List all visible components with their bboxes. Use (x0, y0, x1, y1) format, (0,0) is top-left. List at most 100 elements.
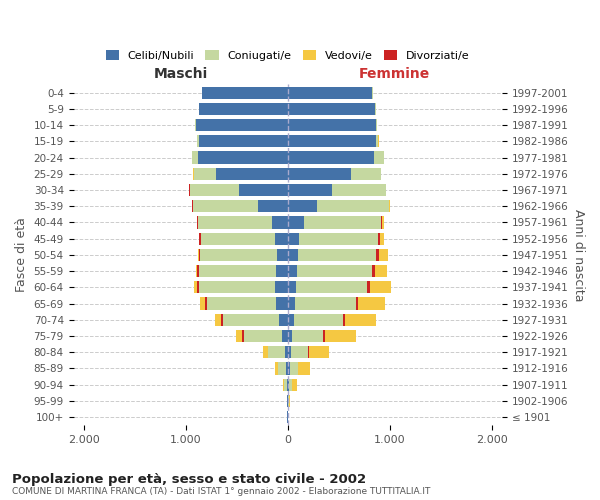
Bar (308, 346, 329, 358)
Bar (277, 298, 287, 310)
Bar (291, 346, 308, 358)
Text: Popolazione per età, sesso e stato civile - 2002: Popolazione per età, sesso e stato civil… (12, 472, 366, 486)
Bar (199, 216, 272, 228)
Bar (287, 249, 298, 261)
Bar (221, 314, 223, 326)
Bar (244, 330, 282, 342)
Bar (197, 216, 199, 228)
Bar (289, 395, 290, 407)
Bar (275, 362, 278, 374)
Legend: Celibi/Nubili, Coniugati/e, Vedovi/e, Divorziati/e: Celibi/Nubili, Coniugati/e, Vedovi/e, Di… (101, 46, 475, 66)
Bar (277, 265, 287, 277)
Bar (215, 314, 221, 326)
Bar (239, 184, 287, 196)
Bar (199, 232, 201, 244)
Bar (376, 135, 379, 147)
Bar (287, 103, 376, 115)
Bar (199, 249, 200, 261)
Bar (287, 282, 296, 294)
Bar (275, 232, 287, 244)
Bar (287, 330, 292, 342)
Bar (287, 232, 299, 244)
Bar (199, 135, 287, 147)
Bar (376, 249, 379, 261)
Bar (344, 314, 376, 326)
Bar (332, 184, 386, 196)
Bar (201, 232, 275, 244)
Bar (242, 330, 244, 342)
Bar (299, 232, 378, 244)
Bar (199, 103, 287, 115)
Bar (374, 152, 383, 164)
Bar (277, 249, 287, 261)
Bar (197, 282, 199, 294)
Bar (197, 135, 199, 147)
Bar (288, 395, 289, 407)
Text: Femmine: Femmine (359, 67, 430, 81)
Bar (298, 362, 310, 374)
Bar (290, 362, 298, 374)
Bar (199, 282, 275, 294)
Bar (358, 298, 385, 310)
Text: Maschi: Maschi (154, 67, 208, 81)
Bar (275, 282, 287, 294)
Bar (370, 282, 391, 294)
Bar (283, 378, 284, 391)
Bar (378, 232, 380, 244)
Bar (323, 330, 325, 342)
Bar (278, 362, 286, 374)
Bar (298, 249, 376, 261)
Bar (292, 378, 297, 391)
Bar (197, 265, 199, 277)
Text: COMUNE DI MARTINA FRANCA (TA) - Dati ISTAT 1° gennaio 2002 - Elaborazione TUTTIT: COMUNE DI MARTINA FRANCA (TA) - Dati IST… (12, 488, 430, 496)
Bar (287, 200, 317, 212)
Bar (268, 346, 284, 358)
Bar (194, 168, 217, 180)
Bar (325, 330, 356, 342)
Bar (198, 152, 287, 164)
Bar (193, 200, 258, 212)
Bar (367, 282, 370, 294)
Y-axis label: Fasce di età: Fasce di età (15, 218, 28, 292)
Bar (287, 168, 351, 180)
Bar (379, 249, 388, 261)
Bar (287, 216, 304, 228)
Bar (287, 314, 294, 326)
Bar (294, 314, 343, 326)
Bar (286, 362, 287, 374)
Bar (223, 314, 278, 326)
Bar (194, 282, 197, 294)
Bar (382, 216, 383, 228)
Bar (258, 200, 287, 212)
Bar (200, 249, 277, 261)
Bar (236, 330, 242, 342)
Bar (192, 152, 198, 164)
Bar (287, 135, 376, 147)
Bar (351, 168, 380, 180)
Bar (287, 378, 289, 391)
Bar (207, 298, 277, 310)
Bar (282, 330, 287, 342)
Bar (196, 265, 197, 277)
Bar (287, 362, 290, 374)
Bar (287, 346, 291, 358)
Bar (356, 298, 358, 310)
Bar (317, 200, 389, 212)
Bar (199, 265, 277, 277)
Bar (190, 184, 239, 196)
Bar (287, 152, 374, 164)
Bar (198, 249, 199, 261)
Bar (297, 265, 373, 277)
Bar (263, 346, 268, 358)
Y-axis label: Anni di nascita: Anni di nascita (572, 208, 585, 301)
Bar (202, 86, 287, 99)
Bar (287, 265, 297, 277)
Bar (304, 216, 381, 228)
Bar (292, 330, 323, 342)
Bar (287, 298, 295, 310)
Bar (287, 184, 332, 196)
Bar (200, 298, 205, 310)
Bar (284, 378, 287, 391)
Bar (287, 86, 373, 99)
Bar (287, 119, 376, 131)
